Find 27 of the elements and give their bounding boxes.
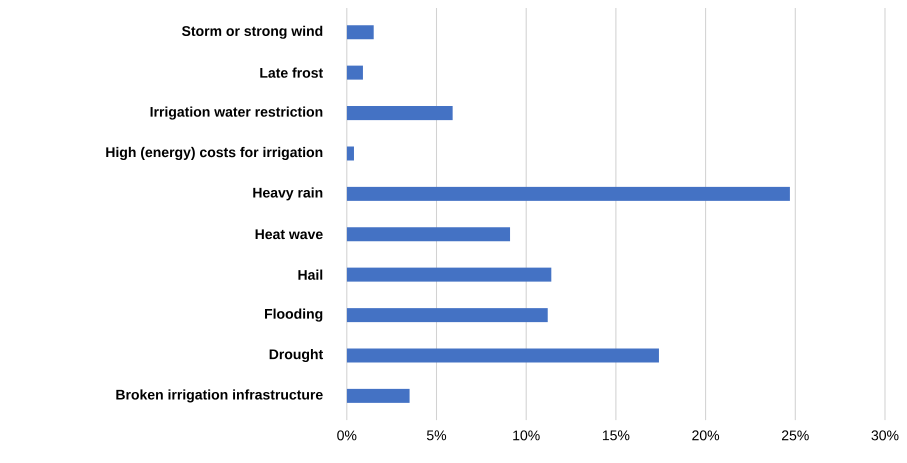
y-tick-label: Storm or strong wind [182, 26, 322, 39]
x-tick-label: 20% [692, 430, 720, 440]
x-tick-label: 25% [782, 430, 809, 440]
x-tick-label: 10% [513, 430, 540, 440]
bar [346, 388, 410, 403]
y-tick-label: Irrigation water restriction [150, 106, 322, 120]
y-tick-label: Hail [298, 270, 322, 280]
y-tick-label: Heavy rain [253, 187, 322, 200]
bar [346, 66, 363, 80]
bar [346, 25, 374, 40]
bar [346, 186, 790, 201]
bar [346, 227, 510, 242]
bar [346, 308, 548, 322]
bar [346, 146, 354, 161]
bar [346, 106, 453, 120]
y-tick-label: Drought [270, 349, 324, 362]
bar [346, 268, 552, 282]
y-tick-label: Flooding [265, 308, 322, 322]
bar [346, 348, 659, 363]
x-tick-label: 5% [426, 430, 446, 440]
y-tick-label: Heat wave [256, 229, 323, 240]
x-tick-label: 30% [872, 430, 898, 440]
y-tick-label: Broken irrigation infrastructure [116, 389, 323, 403]
y-tick-label: Late frost [260, 68, 324, 78]
y-tick-label: High (energy) costs for irrigation [106, 146, 322, 160]
x-tick-label: 0% [337, 430, 356, 440]
x-tick-label: 15% [602, 430, 630, 440]
